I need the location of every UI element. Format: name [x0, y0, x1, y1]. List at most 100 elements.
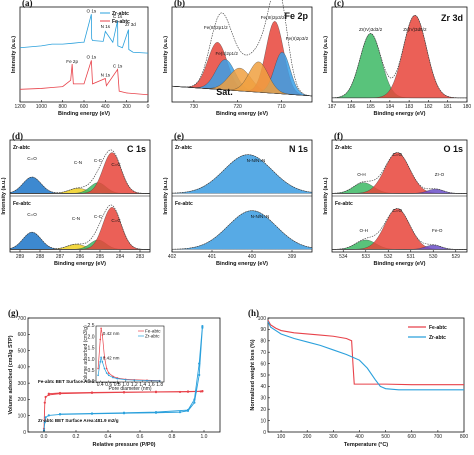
panel-e-component-label: N-N/N=N: [251, 214, 270, 219]
panel-f-component-label: C=O: [392, 208, 402, 213]
inset-xtick-label: 1.4: [139, 382, 146, 388]
inset-point-zr-abtc: [124, 378, 127, 381]
panel-g-xlabel: Relative pressure (P/P0): [93, 442, 156, 448]
panel-d-subpanel-label: Fe-abtc: [13, 201, 31, 207]
isotherm-point-zr-abtc: [58, 412, 62, 416]
inset-ytick-label: 0.5: [88, 368, 95, 374]
panel-d-xtick-label: 287: [56, 254, 65, 260]
panel-h-letter: (h): [248, 308, 259, 318]
survey-peak-label-fe: Fe 2p: [66, 59, 78, 64]
panel-a-xtick-label: 1200: [14, 104, 25, 110]
panel-e-xtick-label: 402: [168, 254, 177, 260]
panel-h-ytick-label: 90: [260, 327, 266, 333]
panel-c-component-zr-iv-3d5-2: [332, 15, 468, 99]
panel-d-zr-abtc-envelope: [9, 149, 151, 194]
panel-c-ylabel: Intensity (a.u.): [323, 36, 329, 73]
panel-e-ylabel: Intensity (a.u.): [163, 177, 169, 214]
isotherm-point-zr-abtc: [198, 362, 201, 365]
inset-point-zr-abtc: [116, 377, 119, 380]
tga-line-zr-abtc: [267, 321, 464, 391]
survey-peak-label-zr: O 1s: [87, 8, 97, 13]
panel-e-letter: (e): [174, 131, 184, 141]
panel-e-subpanel-label: Fe-abtc: [175, 201, 193, 207]
panel-b-letter: (b): [174, 0, 185, 8]
panel-g-xtick-label: 0.2: [73, 434, 80, 440]
panel-f-xtick-label: 529: [452, 254, 461, 260]
panel-d-component-label: C-N: [72, 216, 80, 221]
survey-peak-label-zr: N 1s: [101, 24, 111, 29]
panel-d-zr-abtc-component-c-c: [10, 152, 151, 194]
panel-f-xtick-label: 532: [384, 254, 393, 260]
panel-e-fe-abtc-component-n-n-n-n: [171, 210, 313, 250]
inset-xlabel: Pore diameter (nm): [108, 386, 151, 392]
panel-f-letter: (f): [334, 131, 343, 141]
panel-d-title: C 1s: [127, 144, 146, 154]
inset-annotation-fe: 0.42 nm: [103, 331, 120, 336]
panel-h-ylabel: Normalized weight loss (%): [250, 339, 256, 410]
inset-point-fe-abtc: [112, 375, 114, 378]
isotherm-point-zr-abtc: [43, 421, 46, 424]
isotherm-point-zr-abtc: [186, 408, 190, 412]
panel-d-xtick-label: 289: [16, 254, 25, 260]
panel-f-zr-abtc-component-zr-o: [332, 188, 468, 194]
panel-e-title: N 1s: [289, 144, 308, 154]
panel-c-xtick-label: 187: [328, 104, 337, 110]
panel-b-frame: [171, 6, 313, 103]
panel-g-ylabel: Volume adsorbed (cm3/g STP): [8, 335, 14, 414]
panel-f-xtick-label: 533: [362, 254, 371, 260]
inset-point-zr-abtc: [107, 374, 110, 377]
inset-point-zr-abtc: [103, 367, 106, 370]
inset-ytick-label: 2.0: [88, 334, 95, 340]
inset-xtick-label: 0.6: [105, 382, 112, 388]
isotherm-point-fe-abtc: [47, 392, 50, 395]
panel-g-frame: [27, 317, 221, 433]
survey-line-zr-abtc: [19, 14, 149, 54]
isotherm-point-fe-abtc: [154, 390, 158, 393]
panel-a-ylabel: Intensity (a.u.): [11, 36, 17, 73]
panel-h-ytick-label: 60: [260, 361, 266, 367]
inset-point-fe-abtc: [97, 367, 99, 370]
panel-c-xtick-label: 183: [405, 104, 414, 110]
panel-f-component-label: Fe-O: [432, 228, 443, 233]
panel-c-envelope: [331, 14, 468, 99]
isotherm-point-fe-abtc: [44, 395, 47, 399]
panel-f-subpanel-label: Zr-abtc: [335, 145, 352, 151]
panel-f-fe-abtc-component-c-o: [332, 208, 467, 250]
panel-a-xtick-label: 600: [80, 104, 89, 110]
isotherm-point-zr-abtc: [122, 411, 126, 414]
isotherm-point-zr-abtc: [201, 325, 204, 328]
panel-h-ytick-label: 10: [260, 418, 266, 424]
legend-label-tga-fe: Fe-abtc: [429, 325, 447, 331]
panel-b-xtick-label: 730: [190, 104, 199, 110]
panel-f-zr-abtc-envelope: [331, 152, 468, 194]
inset-point-fe-abtc: [99, 338, 102, 341]
panel-h-xtick-label: 500: [381, 434, 390, 440]
annotation-fe3-2p32: Fe(III)2p3/2: [261, 15, 285, 20]
isotherm-point-zr-abtc: [154, 411, 158, 414]
panel-f-xtick-label: 530: [429, 254, 438, 260]
inset-point-zr-abtc: [133, 379, 136, 382]
annotation-fe2-2p12: Fe(II)2p1/2: [215, 51, 238, 56]
isotherm-point-zr-abtc: [44, 416, 47, 419]
survey-peak-label-zr: C 1s: [113, 14, 123, 19]
inset-xtick-label: 1.2: [131, 382, 138, 388]
panel-c-xtick-label: 184: [386, 104, 395, 110]
panel-a-letter: (a): [22, 0, 33, 8]
inset-frame: [95, 325, 165, 383]
panel-g-ytick-label: 700: [18, 316, 27, 322]
panel-h-xlabel: Temperature (°C): [344, 442, 388, 448]
isotherm-point-zr-abtc: [47, 414, 50, 417]
isotherm-point-fe-abtc: [122, 391, 126, 394]
panel-c-title: Zr 3d: [441, 13, 463, 23]
legend-label-tga-zr: Zr-abtc: [429, 335, 446, 341]
panel-d-fe-abtc-envelope: [9, 204, 151, 250]
annotation-zr-3d52: Zr(IV)3d5/2: [403, 27, 427, 32]
inset-point-fe-abtc: [105, 367, 108, 370]
panel-c-xtick-label: 181: [444, 104, 453, 110]
panel-b-component-sat-: [171, 61, 313, 97]
annotation-zr-3d32: Zr(IV)3d3/2: [359, 27, 383, 32]
inset-point-fe-abtc: [101, 334, 104, 336]
panel-d-xtick-label: 288: [36, 254, 45, 260]
isotherm-point-fe-abtc: [201, 390, 204, 393]
panel-h-ytick-label: 0: [263, 430, 266, 436]
